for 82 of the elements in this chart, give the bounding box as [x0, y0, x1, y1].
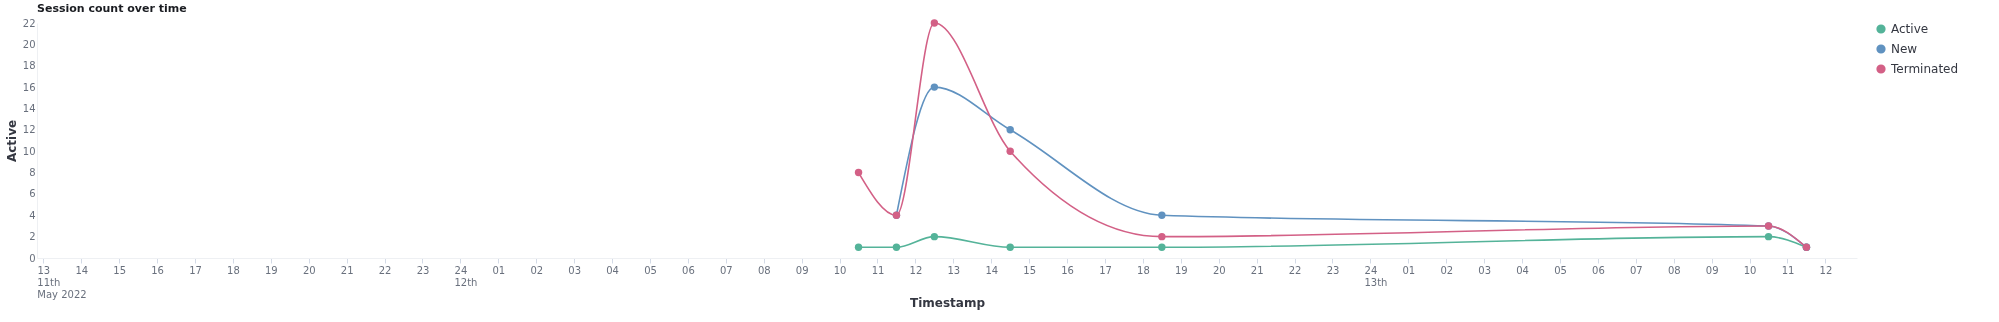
- x-tick-label: 04: [606, 264, 619, 276]
- x-tick-label: 24: [454, 264, 468, 276]
- legend-label: New: [1891, 42, 1918, 56]
- chart-title: Session count over time: [37, 2, 187, 15]
- y-tick-label: 12: [22, 124, 36, 136]
- x-tick-label: 08: [757, 264, 771, 276]
- x-tick-label: 14: [75, 264, 89, 276]
- x-tick-label: 05: [644, 264, 657, 276]
- point: [930, 19, 939, 27]
- x-tick-label: 21: [340, 264, 354, 276]
- x-tick-label: 18: [227, 264, 240, 276]
- point: [1158, 243, 1166, 252]
- y-tick-label: 8: [29, 167, 36, 179]
- point: [1006, 126, 1014, 134]
- x-tick-label: 03: [568, 264, 582, 276]
- y-tick-label: 18: [22, 60, 36, 72]
- x-tick-label: 11: [1781, 264, 1795, 276]
- x-tick-label: 15: [113, 264, 127, 276]
- y-tick-label: 0: [29, 252, 36, 264]
- y-tick-label: 2: [29, 231, 36, 243]
- y-tick-label: 10: [22, 145, 36, 157]
- x-tick-label: 02: [1440, 264, 1454, 276]
- x-tick-label: 23: [416, 264, 430, 276]
- x-tick-label: 19: [264, 264, 278, 276]
- x-tick-label: 17: [1099, 264, 1112, 276]
- x-tick-label: 02: [530, 264, 544, 276]
- x-tick-label: 11: [871, 264, 885, 276]
- x-tick-label: 04: [1516, 264, 1529, 276]
- x-tick-label: 09: [1705, 264, 1719, 276]
- x-tick-label: 08: [1667, 264, 1681, 276]
- x-tick-label: 20: [302, 264, 316, 276]
- x-tick-label: 13: [37, 264, 51, 276]
- x-tick-label: 19: [1174, 264, 1188, 276]
- x-tick-label: 23: [1326, 264, 1340, 276]
- legend-label: Active: [1891, 22, 1929, 36]
- x-axis-title: Timestamp: [909, 295, 986, 310]
- x-tick-label: 17: [189, 264, 202, 276]
- point: [930, 232, 939, 241]
- y-tick-label: 4: [29, 209, 36, 221]
- x-tick-label: 14: [985, 264, 999, 276]
- point: [930, 83, 939, 91]
- point: [1006, 243, 1014, 252]
- point: [1158, 211, 1166, 219]
- point: [892, 243, 901, 252]
- y-axis-title: Active: [4, 119, 19, 163]
- x-tick-label: 22: [1288, 264, 1302, 276]
- y-tick-label: 22: [22, 17, 36, 29]
- x-tick-label: 06: [1592, 264, 1605, 276]
- point: [1006, 147, 1014, 155]
- x-tick-label: 20: [1212, 264, 1226, 276]
- x-tick-label: 22: [378, 264, 392, 276]
- x-tick-label: 09: [795, 264, 809, 276]
- legend-label: Terminated: [1890, 62, 1959, 76]
- x-tick-label: 03: [1478, 264, 1492, 276]
- x-tick-label: 13: [947, 264, 961, 276]
- y-tick-label: 14: [22, 102, 36, 114]
- point: [854, 168, 863, 177]
- x-tick-label: 15: [1023, 264, 1037, 276]
- x-tick-label: 16: [151, 264, 164, 276]
- x-tick-label: 16: [1061, 264, 1074, 276]
- y-tick-label: 6: [29, 188, 36, 200]
- x-tick-label: 07: [719, 264, 733, 276]
- y-tick-label: 20: [22, 38, 36, 50]
- point: [1158, 232, 1166, 241]
- x-tick-label: 01: [1402, 264, 1416, 276]
- text: 13th: [1364, 277, 1388, 288]
- x-tick-label: 12: [1819, 264, 1833, 276]
- x-tick-label: 06: [682, 264, 695, 276]
- x-tick-label: 18: [1137, 264, 1150, 276]
- x-tick-label: 21: [1250, 264, 1264, 276]
- y-tick-label: 16: [22, 81, 36, 93]
- point: [1764, 232, 1773, 241]
- x-tick-label: 01: [492, 264, 506, 276]
- x-tick-label: 05: [1554, 264, 1567, 276]
- x-tick-label: 07: [1629, 264, 1643, 276]
- x-tick-label: 10: [1743, 264, 1757, 276]
- text: 12th: [454, 277, 478, 288]
- x-tick-label: 12: [909, 264, 923, 276]
- x-tick-label: 10: [833, 264, 847, 276]
- x-tick-label: 24: [1364, 264, 1378, 276]
- point: [854, 243, 863, 252]
- text: 11th May 2022: [37, 277, 87, 300]
